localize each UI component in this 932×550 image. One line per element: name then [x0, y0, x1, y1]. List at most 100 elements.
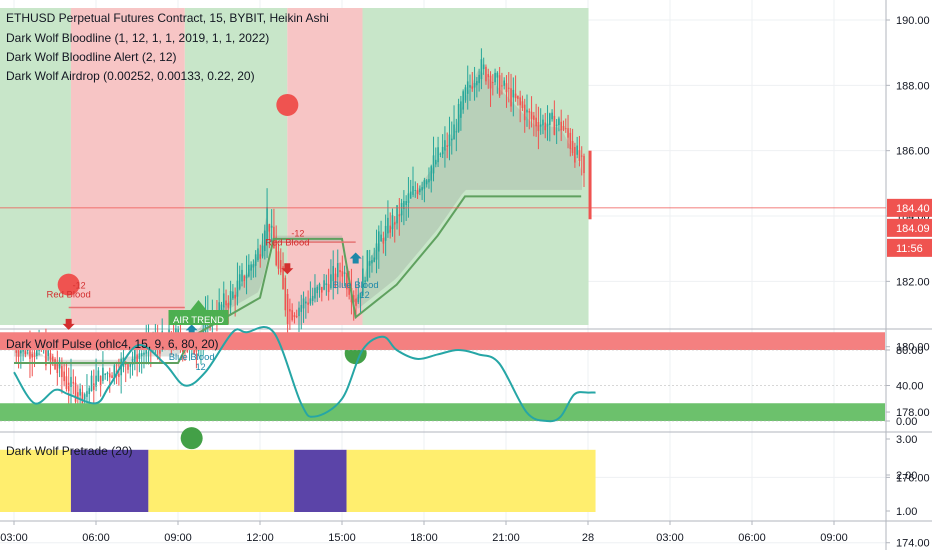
candle-body: [482, 64, 485, 70]
candle-body: [252, 264, 255, 268]
candle-body: [437, 147, 439, 163]
legend-symbol[interactable]: ETHUSD Perpetual Futures Contract, 15, B…: [6, 11, 329, 25]
time-axis[interactable]: 03:00 06:00 09:00 12:00 15:00 18:00 21:00 28 03:…: [0, 521, 848, 544]
candle-body: [284, 277, 287, 311]
candle-body: [204, 314, 207, 336]
legend-bloodline[interactable]: Dark Wolf Bloodline (1, 12, 1, 1, 2019, …: [6, 31, 269, 45]
candle-body: [95, 375, 97, 387]
candle-body: [88, 388, 91, 395]
candle-body: [542, 119, 544, 126]
candle-body: [398, 214, 401, 217]
candle-body: [368, 260, 371, 266]
candle-body: [544, 122, 547, 131]
candle-body: [238, 274, 241, 289]
candle-body: [419, 188, 421, 193]
red-signal-arrow: [281, 263, 294, 275]
candle-body: [480, 59, 483, 80]
candle-body: [325, 283, 328, 286]
candle-body: [61, 366, 63, 378]
airtrend-label: AIR TREND: [173, 315, 224, 326]
legend-bloodline-alert[interactable]: Dark Wolf Bloodline Alert (2, 12): [6, 50, 177, 64]
candle-body: [339, 270, 341, 273]
x-tick-label: 09:00: [820, 532, 848, 544]
pulse-oversold-band: [0, 403, 885, 421]
candle-body: [346, 273, 348, 290]
pretrade-pane: [0, 449, 596, 512]
pulse-legend[interactable]: Dark Wolf Pulse (ohlc4, 15, 9, 6, 80, 20…: [6, 337, 219, 351]
price-badges: 184.40 184.09 11:56: [887, 198, 932, 257]
candle-body: [432, 155, 435, 174]
candle-body: [106, 372, 109, 375]
airtrend-marker: AIR TREND: [168, 300, 229, 326]
bloodline-line: [14, 195, 582, 365]
pretrade-segment-purple: [294, 449, 347, 512]
candle-body: [444, 140, 446, 151]
x-tick-label: 06:00: [82, 532, 110, 544]
candle-body: [498, 75, 501, 96]
candle-body: [309, 298, 312, 304]
candle-body: [428, 178, 430, 183]
price-axis[interactable]: 174.00176.00178.00180.00182.00184.00186.…: [886, 15, 930, 550]
candle-body: [298, 307, 300, 317]
candle-body: [362, 268, 364, 296]
red-signal-value: -12: [291, 228, 304, 238]
candle-body: [321, 286, 323, 293]
candle-body: [551, 112, 553, 120]
candle-body: [36, 345, 38, 357]
y-tick-label: 178.00: [896, 407, 930, 419]
candle-body: [400, 202, 403, 216]
red-signal-dot: [57, 273, 80, 296]
candle-body: [469, 85, 471, 88]
candle-body: [70, 376, 72, 387]
candle-body: [177, 329, 179, 335]
candle-body: [334, 273, 337, 281]
candle-body: [539, 124, 542, 127]
candle-body: [261, 245, 264, 257]
candle-body: [341, 271, 344, 277]
candle-body: [286, 293, 289, 324]
candle-body: [102, 367, 104, 381]
candle-body: [421, 187, 423, 191]
candle-body: [99, 375, 102, 387]
candle-body: [29, 348, 31, 359]
pretrade-y-tick-label: 1.00: [896, 506, 917, 518]
pretrade-legend[interactable]: Dark Wolf Pretrade (20): [6, 444, 133, 458]
candle-body: [378, 231, 380, 252]
airtrend-badge: [168, 300, 229, 325]
y-tick-label: 188.00: [896, 80, 930, 92]
candle-body: [530, 111, 533, 120]
candle-body: [510, 88, 512, 107]
pretrade-y-tick-label: 2.00: [896, 470, 917, 482]
candle-body: [533, 115, 535, 120]
candle-body: [588, 150, 592, 220]
trend-zone-red: [287, 8, 363, 325]
candle-body: [380, 234, 382, 242]
y-tick-label: 190.00: [896, 15, 930, 27]
candle-body: [412, 186, 414, 195]
candle-body: [489, 75, 492, 89]
candle-body: [314, 287, 316, 299]
candle-body: [473, 82, 476, 88]
candle-body: [222, 293, 225, 308]
candle-body: [83, 394, 86, 400]
candle-body: [364, 280, 366, 283]
candle-body: [323, 280, 325, 290]
candle-body: [220, 304, 223, 311]
candle-body: [501, 85, 503, 87]
candle-body: [86, 391, 88, 397]
candle-body: [555, 124, 558, 126]
candle-body: [67, 382, 70, 392]
candle-body: [227, 302, 230, 308]
pretrade-segment-yellow: [0, 449, 71, 512]
candle-body: [503, 80, 505, 86]
candle-body: [90, 375, 93, 392]
price-badge-label: 184.40: [896, 203, 930, 215]
candle-body: [138, 353, 141, 359]
candle-body: [574, 146, 576, 163]
pulse-y-tick-label: 0.00: [896, 416, 917, 428]
candle-body: [293, 315, 296, 318]
x-tick-label: 21:00: [492, 532, 520, 544]
candle-body: [514, 93, 517, 99]
candle-body: [289, 308, 291, 312]
legend-airdrop[interactable]: Dark Wolf Airdrop (0.00252, 0.00133, 0.2…: [6, 69, 255, 83]
